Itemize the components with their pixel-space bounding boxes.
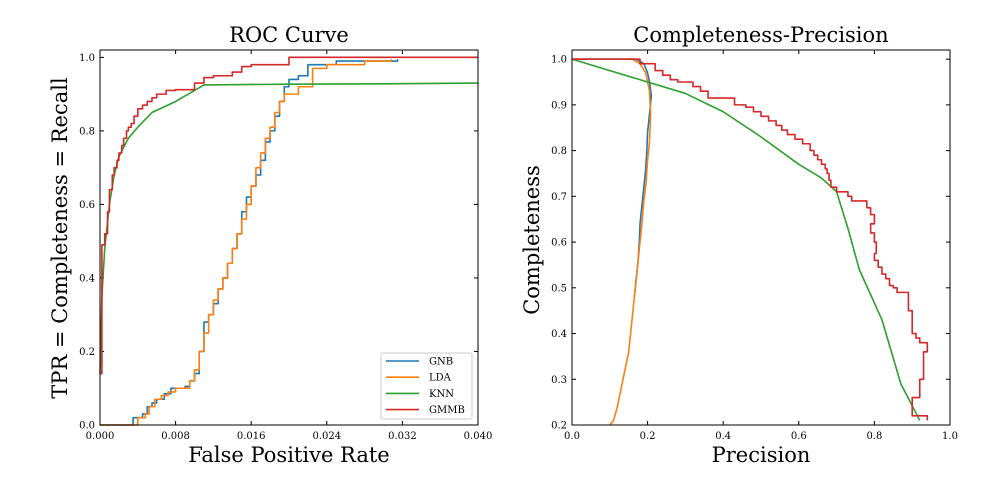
cp-series-lda bbox=[572, 58, 652, 426]
cp-ytick-label: 0.3 bbox=[551, 375, 567, 386]
roc-ytick-label: 0.6 bbox=[79, 200, 95, 211]
roc-ytick-label: 0.8 bbox=[79, 126, 95, 137]
cp-xtick-label: 0.0 bbox=[564, 431, 580, 442]
roc-xtick-label: 0.008 bbox=[161, 431, 190, 442]
roc-legend: GNB LDA KNN GMMB bbox=[380, 352, 473, 420]
cp-ytick-label: 0.5 bbox=[551, 283, 567, 294]
roc-series-knn bbox=[99, 82, 479, 374]
roc-ylabel: TPR = Completeness = Recall bbox=[48, 77, 72, 399]
cp-title: Completeness-Precision bbox=[633, 23, 888, 47]
roc-xtick-label: 0.032 bbox=[388, 431, 417, 442]
legend-label-gnb: GNB bbox=[429, 357, 453, 368]
cp-xtick-label: 1.0 bbox=[942, 431, 958, 442]
cp-ytick-label: 0.6 bbox=[551, 238, 567, 249]
legend-box bbox=[380, 352, 473, 420]
cp-ticks: 0.0 0.2 0.4 0.6 0.8 1.00.20.30.40.50.60.70.80… bbox=[551, 50, 958, 442]
cp-xtick-label: 0.2 bbox=[640, 431, 656, 442]
cp-xtick-label: 0.8 bbox=[866, 431, 882, 442]
cp-series-gnb bbox=[572, 58, 653, 298]
cp-xlabel: Precision bbox=[712, 443, 811, 467]
roc-ytick-label: 0.0 bbox=[79, 421, 95, 432]
roc-ytick-label: 0.4 bbox=[79, 273, 95, 284]
roc-series-lda bbox=[100, 59, 392, 426]
cp-series bbox=[571, 58, 929, 426]
roc-panel: ROC Curve False Positive Rate TPR = Comp… bbox=[48, 23, 492, 467]
completeness-precision-panel: Completeness-Precision Precision Complet… bbox=[520, 23, 958, 467]
legend-label-lda: LDA bbox=[429, 373, 452, 384]
cp-ytick-label: 0.7 bbox=[551, 192, 567, 203]
roc-axes-frame bbox=[99, 49, 479, 426]
cp-series-gmmb bbox=[572, 58, 929, 421]
cp-ytick-label: 0.2 bbox=[551, 421, 567, 432]
cp-ytick-label: 1.0 bbox=[551, 55, 567, 66]
cp-xtick-label: 0.6 bbox=[791, 431, 807, 442]
roc-xtick-label: 0.000 bbox=[86, 431, 115, 442]
legend-label-gmmb: GMMB bbox=[429, 405, 465, 416]
roc-xtick-label: 0.040 bbox=[464, 431, 493, 442]
cp-series-knn bbox=[571, 58, 921, 421]
cp-ylabel: Completeness bbox=[520, 165, 544, 315]
cp-ytick-label: 0.8 bbox=[551, 146, 567, 157]
roc-series bbox=[99, 56, 479, 426]
legend-label-knn: KNN bbox=[429, 389, 454, 400]
roc-xlabel: False Positive Rate bbox=[188, 443, 389, 467]
cp-ytick-label: 0.9 bbox=[551, 100, 567, 111]
roc-series-gmmb bbox=[100, 56, 478, 375]
roc-title: ROC Curve bbox=[229, 23, 349, 47]
roc-series-gnb bbox=[100, 59, 399, 426]
legend-entries: GNB LDA KNN GMMB bbox=[386, 357, 465, 416]
cp-axes-frame bbox=[571, 49, 951, 426]
cp-xtick-label: 0.4 bbox=[715, 431, 731, 442]
roc-ytick-label: 1.0 bbox=[79, 53, 95, 64]
roc-xtick-label: 0.024 bbox=[312, 431, 341, 442]
cp-ytick-label: 0.4 bbox=[551, 329, 567, 340]
roc-xtick-label: 0.016 bbox=[237, 431, 266, 442]
roc-ytick-label: 0.2 bbox=[79, 347, 95, 358]
